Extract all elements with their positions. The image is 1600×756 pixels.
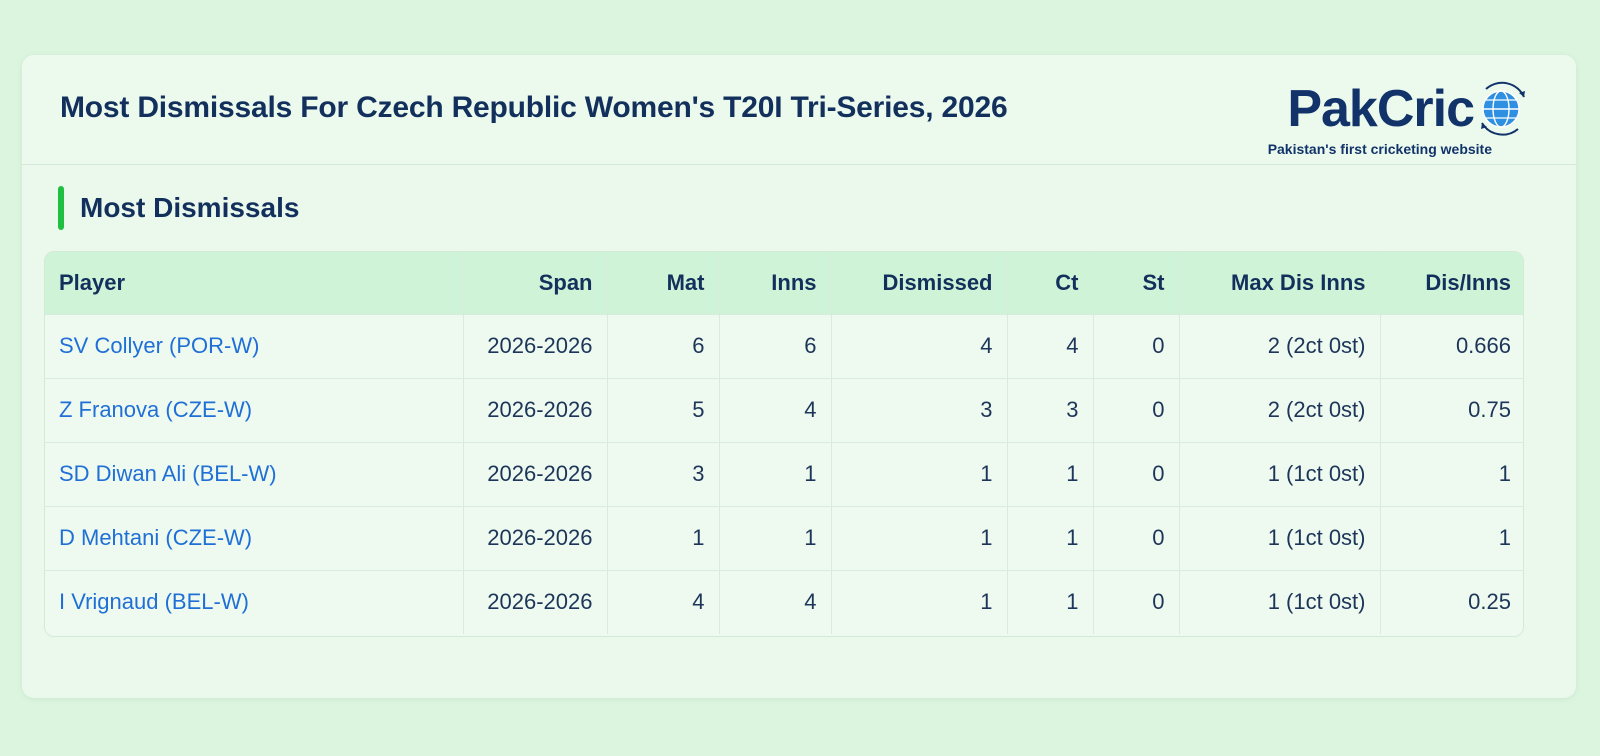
mat-cell: 5	[607, 378, 720, 442]
span-cell: 2026-2026	[463, 378, 608, 442]
col-header-max-dis-inns[interactable]: Max Dis Inns	[1179, 252, 1381, 314]
player-cell[interactable]: D Mehtani (CZE-W)	[45, 506, 464, 570]
player-cell[interactable]: I Vrignaud (BEL-W)	[45, 570, 464, 634]
dismissals-table: Player Span Mat Inns Dismissed Ct St Max…	[45, 252, 1523, 634]
inns-cell: 6	[719, 314, 832, 378]
span-cell: 2026-2026	[463, 570, 608, 634]
player-link[interactable]: SV Collyer (POR-W)	[59, 333, 260, 358]
ct-cell: 4	[1007, 314, 1094, 378]
dismissed-cell: 1	[831, 570, 1008, 634]
logo-wordmark: PakCric	[1287, 80, 1475, 138]
dismissed-cell: 4	[831, 314, 1008, 378]
col-header-mat[interactable]: Mat	[607, 252, 720, 314]
section-heading: Most Dismissals	[58, 185, 299, 231]
ct-cell: 1	[1007, 570, 1094, 634]
span-cell: 2026-2026	[463, 442, 608, 506]
span-cell: 2026-2026	[463, 314, 608, 378]
card-header: Most Dismissals For Czech Republic Women…	[22, 55, 1576, 165]
max-dis-inns-cell: 1 (1ct 0st)	[1179, 506, 1381, 570]
table-row: D Mehtani (CZE-W) 2026-2026 1 1 1 1 0 1 …	[45, 506, 1523, 570]
section-title: Most Dismissals	[80, 192, 300, 223]
player-link[interactable]: I Vrignaud (BEL-W)	[59, 589, 249, 615]
max-dis-inns-cell: 1 (1ct 0st)	[1179, 570, 1381, 634]
globe-icon	[1481, 81, 1525, 136]
player-cell[interactable]: SD Diwan Ali (BEL-W)	[45, 442, 464, 506]
st-cell: 0	[1093, 378, 1180, 442]
inns-cell: 4	[719, 378, 832, 442]
st-cell: 0	[1093, 442, 1180, 506]
logo-tagline: Pakistan's first cricketing website	[1267, 141, 1492, 157]
mat-cell: 4	[607, 570, 720, 634]
span-cell: 2026-2026	[463, 506, 608, 570]
player-link[interactable]: SD Diwan Ali (BEL-W)	[59, 461, 277, 486]
ct-cell: 1	[1007, 442, 1094, 506]
st-cell: 0	[1093, 570, 1180, 634]
dis-per-inns-cell: 1	[1498, 525, 1511, 550]
dis-per-inns-cell: 0.666	[1455, 333, 1511, 358]
col-header-span[interactable]: Span	[463, 252, 608, 314]
table-header-row: Player Span Mat Inns Dismissed Ct St Max…	[45, 252, 1523, 314]
stats-card: Most Dismissals For Czech Republic Women…	[22, 55, 1576, 698]
page-title: Most Dismissals For Czech Republic Women…	[60, 91, 1008, 124]
dis-per-inns-cell: 0.25	[1468, 589, 1511, 615]
player-cell[interactable]: SV Collyer (POR-W)	[45, 314, 464, 378]
table-row: Z Franova (CZE-W) 2026-2026 5 4 3 3 0 2 …	[45, 378, 1523, 442]
col-header-st[interactable]: St	[1093, 252, 1180, 314]
table-row: SV Collyer (POR-W) 2026-2026 6 6 4 4 0 2…	[45, 314, 1523, 378]
col-header-ct[interactable]: Ct	[1007, 252, 1094, 314]
col-header-player[interactable]: Player	[45, 252, 464, 314]
inns-cell: 1	[719, 442, 832, 506]
mat-cell: 6	[607, 314, 720, 378]
dismissed-cell: 1	[831, 442, 1008, 506]
col-header-inns[interactable]: Inns	[719, 252, 832, 314]
pakcric-logo[interactable]: PakCric Pakistan's first cricketing webs…	[1216, 69, 1546, 159]
dis-per-inns-cell: 1	[1498, 461, 1511, 486]
player-link[interactable]: Z Franova (CZE-W)	[59, 397, 253, 422]
inns-cell: 4	[719, 570, 832, 634]
dis-per-inns-cell: 0.75	[1468, 397, 1511, 422]
ct-cell: 1	[1007, 506, 1094, 570]
max-dis-inns-cell: 2 (2ct 0st)	[1179, 378, 1381, 442]
table-row: SD Diwan Ali (BEL-W) 2026-2026 3 1 1 1 0…	[45, 442, 1523, 506]
st-cell: 0	[1093, 314, 1180, 378]
inns-cell: 1	[719, 506, 832, 570]
dismissed-cell: 3	[831, 378, 1008, 442]
mat-cell: 1	[607, 506, 720, 570]
col-header-dismissed[interactable]: Dismissed	[831, 252, 1008, 314]
dismissed-cell: 1	[831, 506, 1008, 570]
ct-cell: 3	[1007, 378, 1094, 442]
table-row: I Vrignaud (BEL-W) 2026-2026 4 4 1 1 0 1…	[45, 570, 1523, 634]
section-accent-bar	[58, 186, 64, 230]
mat-cell: 3	[607, 442, 720, 506]
col-header-dis-per-inns[interactable]: Dis/Inns	[1425, 269, 1511, 295]
dismissals-table-container: Player Span Mat Inns Dismissed Ct St Max…	[44, 251, 1524, 637]
player-link[interactable]: D Mehtani (CZE-W)	[59, 525, 253, 550]
max-dis-inns-cell: 2 (2ct 0st)	[1179, 314, 1381, 378]
player-cell[interactable]: Z Franova (CZE-W)	[45, 378, 464, 442]
st-cell: 0	[1093, 506, 1180, 570]
max-dis-inns-cell: 1 (1ct 0st)	[1179, 442, 1381, 506]
